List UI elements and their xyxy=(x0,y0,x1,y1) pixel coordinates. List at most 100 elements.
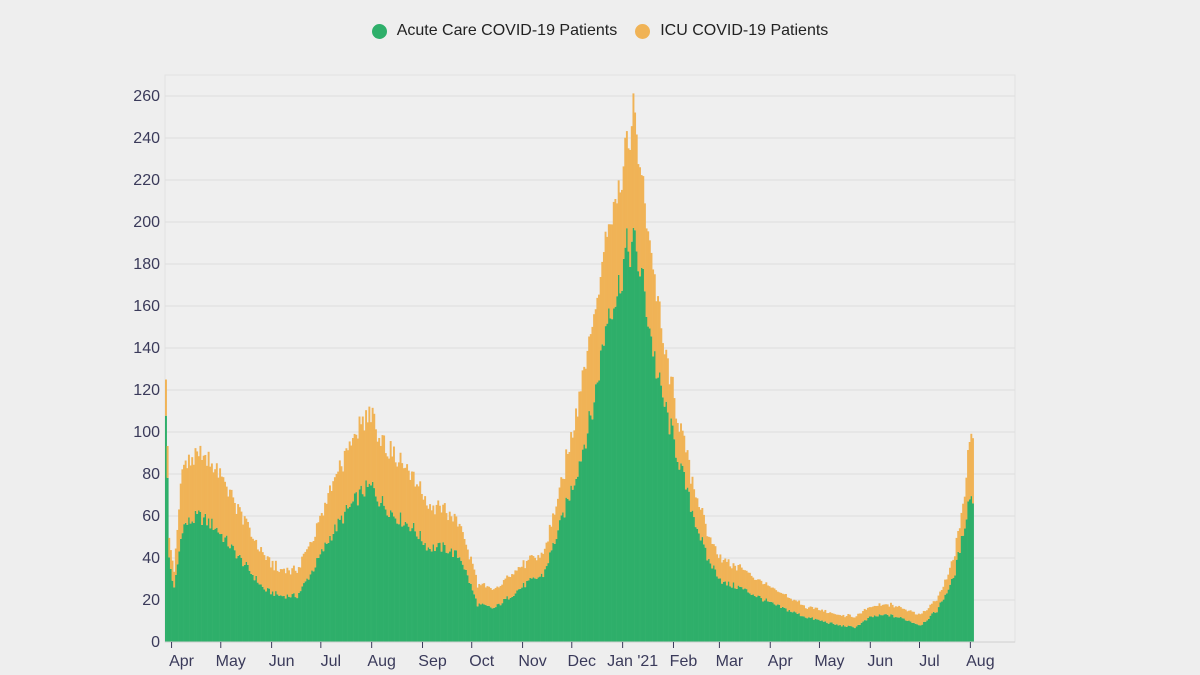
bar-icu xyxy=(703,514,705,545)
bar-acute xyxy=(750,594,753,642)
bar-acute xyxy=(776,604,779,642)
legend-item-icu[interactable]: ICU COVID-19 Patients xyxy=(635,22,828,40)
bar-acute xyxy=(616,296,619,642)
bar-icu xyxy=(930,603,933,614)
bar-icu xyxy=(675,418,678,458)
bar-acute xyxy=(481,603,484,642)
bar-acute xyxy=(812,619,815,642)
bar-acute xyxy=(284,598,287,642)
bar-icu xyxy=(894,606,897,618)
bar-icu xyxy=(599,277,602,351)
bar-icu xyxy=(565,449,568,498)
bar-icu xyxy=(430,510,433,552)
bar-icu xyxy=(516,570,518,591)
bar-acute xyxy=(279,595,282,642)
bar-acute xyxy=(962,535,965,642)
bar-acute xyxy=(847,625,850,642)
bar-icu xyxy=(453,513,456,551)
bar-icu xyxy=(916,614,919,625)
bar-icu xyxy=(835,614,838,625)
bar-acute xyxy=(176,564,179,642)
bar-icu xyxy=(814,607,817,619)
bar-acute xyxy=(228,548,231,642)
bar-icu xyxy=(853,617,856,629)
bar-acute xyxy=(557,530,559,642)
bar-icu xyxy=(355,434,358,493)
bar-icu xyxy=(353,433,356,494)
bar-acute xyxy=(912,622,915,642)
bar-icu xyxy=(437,500,440,544)
bar-acute xyxy=(224,537,226,642)
bar-icu xyxy=(196,451,199,514)
bar-acute xyxy=(611,319,614,642)
bar-icu xyxy=(888,606,891,617)
bar-acute xyxy=(596,382,599,642)
bar-icu xyxy=(176,529,179,565)
y-tick-label: 160 xyxy=(133,298,160,315)
bar-icu xyxy=(470,556,473,584)
bar-icu xyxy=(292,565,295,594)
bar-icu xyxy=(824,609,827,622)
bar-acute xyxy=(548,552,551,642)
bar-icu xyxy=(358,416,361,490)
bar-acute xyxy=(639,276,641,642)
bar-icu xyxy=(848,614,851,627)
bar-acute xyxy=(197,510,200,642)
bar-icu xyxy=(689,483,692,512)
x-tick-label: Apr xyxy=(169,653,195,670)
bar-acute xyxy=(967,501,970,642)
bar-acute xyxy=(868,616,871,642)
bar-icu xyxy=(215,463,218,528)
bar-acute xyxy=(589,415,592,642)
bar-acute xyxy=(758,595,761,642)
bar-acute xyxy=(970,496,973,642)
bar-acute xyxy=(619,293,622,642)
bar-icu xyxy=(301,556,304,587)
bar-acute xyxy=(233,550,236,642)
bar-acute xyxy=(680,463,682,642)
bar-acute xyxy=(540,573,543,642)
bar-icu xyxy=(725,561,728,586)
bar-acute xyxy=(586,433,589,642)
bar-acute xyxy=(709,563,712,642)
bar-icu xyxy=(622,166,625,259)
bar-icu xyxy=(187,454,190,518)
legend-item-acute[interactable]: Acute Care COVID-19 Patients xyxy=(371,22,617,40)
bar-acute xyxy=(166,477,169,642)
bar-acute xyxy=(250,573,253,642)
bar-acute xyxy=(263,589,266,642)
bar-acute xyxy=(427,547,430,642)
bar-acute xyxy=(711,568,714,642)
bar-acute xyxy=(604,326,607,642)
bar-acute xyxy=(806,618,809,642)
bar-icu xyxy=(589,334,592,416)
bar-acute xyxy=(952,578,955,642)
bar-icu xyxy=(635,134,638,252)
bar-icu xyxy=(673,398,676,440)
bar-icu xyxy=(932,601,935,612)
bar-icu xyxy=(392,446,395,517)
bar-icu xyxy=(788,597,791,610)
bar-acute xyxy=(862,621,865,642)
bar-icu xyxy=(686,450,689,488)
bar-acute xyxy=(191,521,194,642)
bar-acute xyxy=(376,501,379,642)
bar-acute xyxy=(232,545,235,642)
bar-icu xyxy=(296,572,299,599)
bar-acute xyxy=(278,595,281,642)
bar-acute xyxy=(248,570,251,642)
bar-icu xyxy=(475,574,477,599)
bar-acute xyxy=(460,560,463,642)
bar-acute xyxy=(848,626,851,642)
bar-icu xyxy=(560,477,563,516)
bar-icu xyxy=(555,506,558,540)
bar-icu xyxy=(832,613,835,624)
bar-icu xyxy=(947,574,950,590)
bar-icu xyxy=(637,164,640,272)
bar-icu xyxy=(706,536,709,561)
bar-icu xyxy=(381,435,384,497)
bar-icu xyxy=(484,587,487,606)
bar-icu xyxy=(360,424,363,486)
bar-acute xyxy=(778,604,781,642)
bar-icu xyxy=(489,588,492,608)
